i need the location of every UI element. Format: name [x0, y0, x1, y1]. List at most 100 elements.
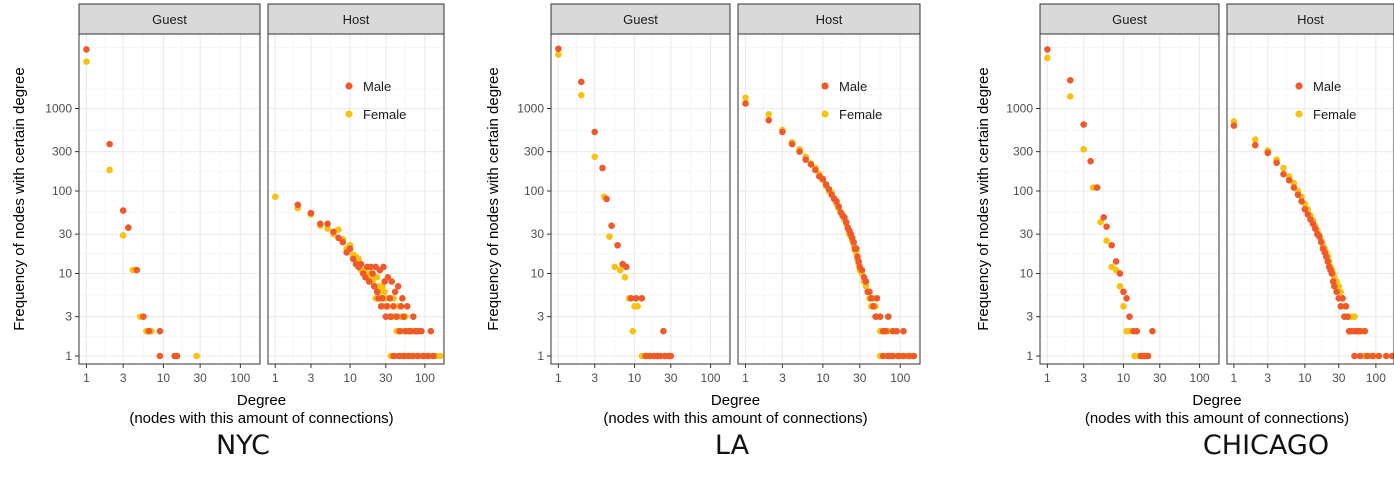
data-point-male — [603, 195, 610, 203]
x-tick-label: 30 — [664, 371, 678, 385]
y-tick-label: 30 — [59, 227, 73, 241]
data-point-male — [822, 181, 830, 188]
data-point-male — [379, 295, 386, 302]
data-point-male — [1230, 122, 1238, 129]
y-tick-label: 1 — [65, 349, 72, 363]
y-tick-label: 300 — [52, 145, 72, 159]
facet-strip — [78, 3, 261, 35]
data-point-male — [119, 207, 127, 214]
x-tick-label: 3 — [1264, 371, 1271, 385]
data-point-male — [779, 128, 786, 136]
data-point-male — [382, 313, 390, 320]
data-point-male — [1316, 233, 1323, 240]
data-point-male — [638, 295, 646, 302]
data-point-male — [1112, 258, 1120, 265]
x-tick-label: 1 — [1044, 371, 1051, 385]
data-point-male — [324, 220, 331, 228]
data-point-male — [367, 263, 375, 271]
data-point-male — [386, 295, 394, 302]
legend-label-male: Male — [363, 79, 391, 94]
data-point-male — [1080, 121, 1087, 128]
data-point-male — [1280, 170, 1287, 178]
data-point-male — [383, 303, 391, 310]
data-point-male — [867, 295, 875, 302]
data-point-male — [106, 140, 113, 148]
city-caption-la: LA — [714, 430, 750, 461]
data-point-male — [1333, 288, 1340, 296]
data-point-male — [373, 288, 381, 296]
panel-guest: Guest 1 3 10 30 100 1 3 10 30 100 300 1000 — [1006, 3, 1220, 385]
data-point-male — [1356, 327, 1364, 335]
panel-host: Host 1 3 10 30 100 Male Female — [737, 3, 921, 385]
data-point-male — [394, 282, 402, 290]
data-point-female — [1116, 282, 1124, 290]
data-point-male — [387, 313, 395, 320]
y-axis-title: Frequency of nodes with certain degree — [11, 67, 28, 331]
facet-strip-label: Host — [343, 12, 370, 27]
data-point-male — [307, 209, 315, 217]
data-point-male — [396, 327, 403, 335]
facet-strip-label: Host — [816, 12, 843, 27]
x-tick-label: 3 — [1080, 371, 1087, 385]
facet-strip-label: Guest — [1112, 12, 1147, 27]
y-tick-label: 1000 — [517, 102, 544, 116]
data-point-female — [1044, 54, 1051, 62]
data-point-male — [900, 327, 907, 335]
x-tick-label: 10 — [343, 371, 357, 385]
data-point-male — [835, 203, 842, 210]
y-tick-label: 30 — [1020, 227, 1034, 241]
x-tick-label: 1 — [1231, 371, 1238, 385]
data-point-female — [862, 282, 870, 290]
data-point-male — [819, 175, 827, 183]
data-point-male — [156, 327, 164, 335]
data-point-male — [173, 352, 181, 360]
data-point-male — [802, 156, 810, 163]
legend: Male Female — [1295, 79, 1356, 122]
data-point-male — [1108, 241, 1115, 249]
data-point-male — [910, 352, 918, 360]
x-tick-label: 1 — [555, 371, 562, 385]
x-tick-label: 100 — [230, 371, 250, 385]
data-point-male — [357, 260, 365, 268]
panel-border — [267, 33, 445, 365]
data-point-male — [399, 295, 406, 302]
data-point-male — [825, 185, 833, 193]
data-point-male — [397, 303, 405, 310]
data-point-male — [1328, 270, 1336, 277]
data-point-female — [1351, 313, 1358, 320]
chart-nyc: Guest 1 3 10 30 100 1 3 10 30 100 300 1000 Host 1 3 10 30… — [11, 3, 445, 427]
plot-area — [79, 34, 260, 364]
panel-border — [1226, 33, 1394, 365]
data-point-male — [1264, 149, 1272, 157]
data-point-male — [339, 238, 347, 246]
x-axis-title: Degree — [1192, 392, 1241, 409]
panel-guest: Guest 1 3 10 30 100 1 3 10 30 100 300 1000 — [517, 3, 731, 385]
data-point-male — [424, 352, 432, 360]
data-point-male — [858, 266, 866, 274]
data-point-male — [884, 313, 892, 320]
x-axis-title: Degree — [237, 392, 286, 409]
x-axis-title: Degree — [711, 392, 760, 409]
plot-area — [1227, 34, 1394, 364]
x-tick-label: 100 — [890, 371, 910, 385]
data-point-male — [380, 263, 387, 271]
data-point-male — [842, 218, 850, 226]
data-point-female — [1080, 146, 1087, 153]
data-point-female — [335, 226, 342, 233]
legend-key-female — [1295, 110, 1303, 118]
y-tick-label: 30 — [531, 227, 545, 241]
data-point-male — [1363, 352, 1371, 360]
panel-host: Host 1 3 10 30 100 Male Female — [1226, 3, 1394, 385]
data-point-female — [742, 94, 749, 102]
plot-area — [738, 34, 920, 364]
data-point-male — [889, 352, 897, 360]
x-tick-label: 3 — [308, 371, 315, 385]
data-point-female — [436, 352, 444, 360]
data-point-male — [872, 313, 879, 320]
x-tick-label: 10 — [1117, 371, 1131, 385]
data-point-male — [1133, 327, 1141, 335]
data-point-female — [765, 111, 773, 118]
data-point-male — [850, 238, 857, 246]
data-point-male — [608, 222, 615, 229]
x-tick-label: 100 — [701, 371, 721, 385]
